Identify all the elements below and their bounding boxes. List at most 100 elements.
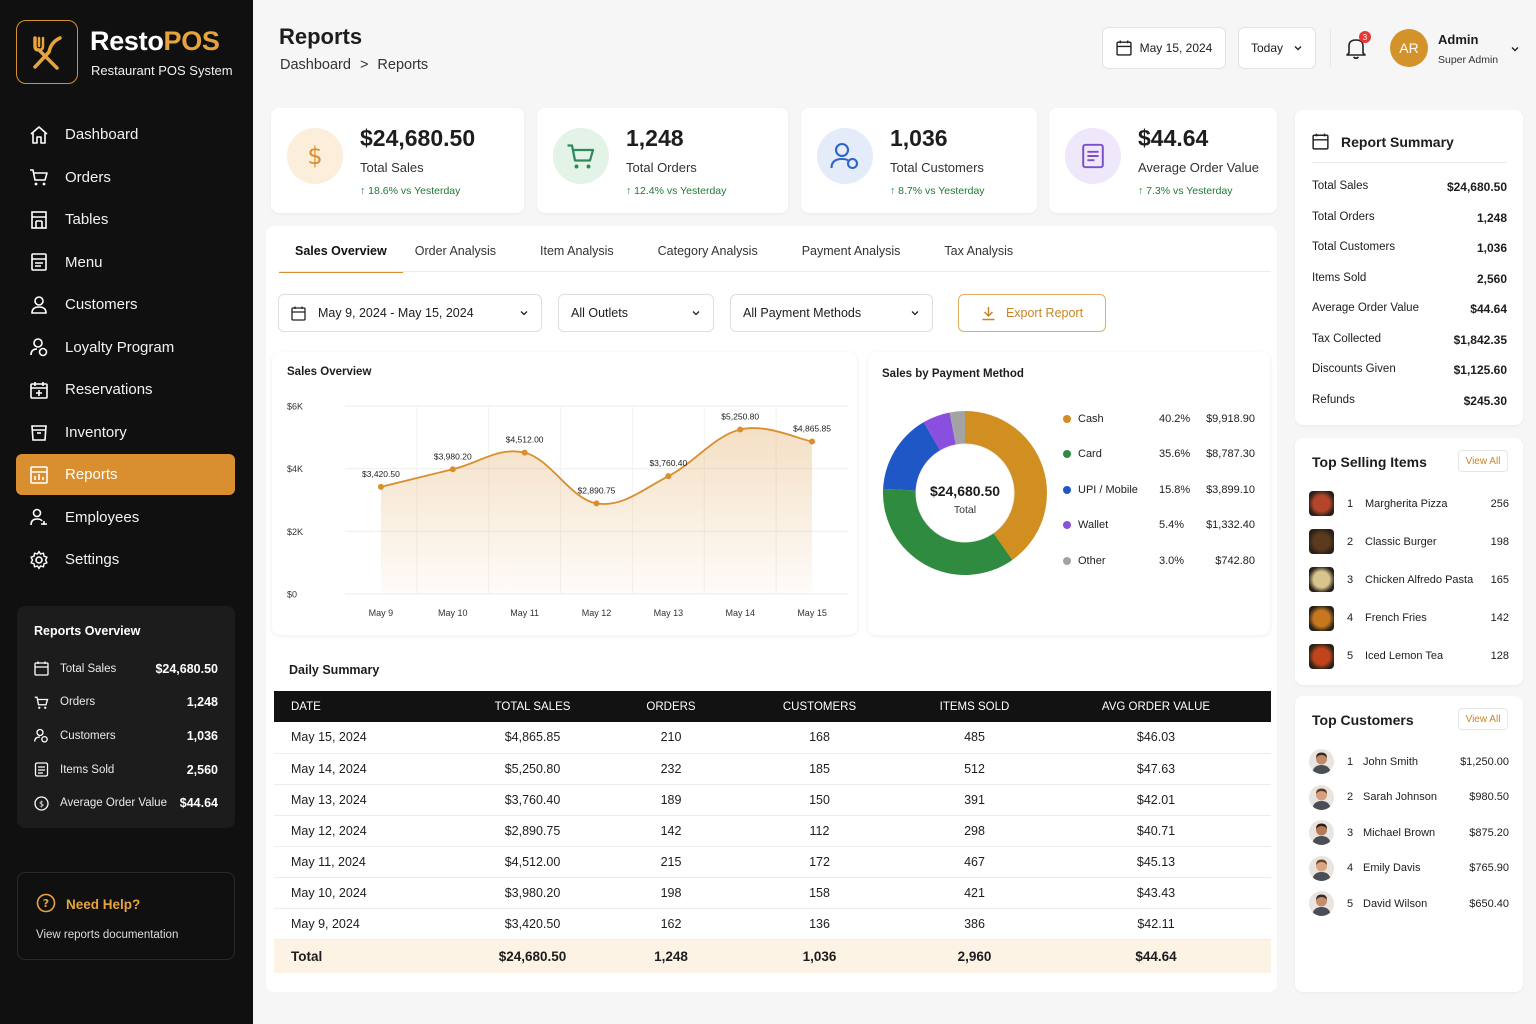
col-customers[interactable]: CUSTOMERS — [731, 691, 908, 722]
sidebar-item-loyalty[interactable]: Loyalty Program — [16, 327, 235, 368]
kpi-value: $44.64 — [1138, 125, 1209, 151]
avatar[interactable]: AR — [1390, 29, 1428, 67]
col-date[interactable]: DATE — [274, 691, 454, 722]
donut-slice[interactable] — [923, 412, 956, 451]
data-label: $3,760.40 — [649, 458, 687, 468]
sidebar-item-dashboard[interactable]: Dashboard — [16, 114, 235, 155]
report-summary-title: Report Summary — [1312, 133, 1454, 150]
top-customer-row[interactable]: 4 Emily Davis $765.90 — [1309, 855, 1509, 881]
top-customer-row[interactable]: 3 Michael Brown $875.20 — [1309, 820, 1509, 845]
sidebar-item-customers[interactable]: Customers — [16, 284, 235, 325]
top-item-row[interactable]: 5 Iced Lemon Tea 128 — [1309, 643, 1509, 669]
donut-slice[interactable] — [883, 422, 941, 491]
help-link[interactable]: View reports documentation — [36, 929, 179, 941]
breadcrumb-dashboard[interactable]: Dashboard — [280, 57, 351, 73]
chevron-down-icon[interactable] — [1510, 44, 1520, 54]
col-total-sales[interactable]: TOTAL SALES — [454, 691, 611, 722]
calendar-plus-icon — [30, 381, 48, 399]
data-point[interactable] — [449, 466, 456, 473]
sidebar-item-reports[interactable]: Reports — [16, 454, 235, 495]
col-items-sold[interactable]: ITEMS SOLD — [908, 691, 1041, 722]
customer-amount: $765.90 — [1469, 862, 1509, 874]
total-cell: $44.64 — [1041, 939, 1271, 973]
item-rank: 2 — [1347, 535, 1354, 548]
tab-order-analysis[interactable]: Order Analysis — [414, 244, 497, 258]
sidebar-item-tables[interactable]: Tables — [16, 199, 235, 240]
export-report-button[interactable]: Export Report — [958, 294, 1106, 332]
calendar-icon — [291, 306, 306, 321]
user-name[interactable]: Admin — [1438, 32, 1479, 47]
svg-text:$: $ — [307, 142, 322, 170]
table-row[interactable]: May 15, 2024 $4,865.85 210 168 485 $46.03 — [274, 722, 1271, 754]
customer-name: Michael Brown — [1363, 826, 1436, 839]
sidebar-item-settings[interactable]: Settings — [16, 539, 235, 580]
table-cell: $3,420.50 — [454, 908, 611, 940]
user-icon — [31, 295, 47, 314]
data-point[interactable] — [593, 500, 600, 507]
menu-book-icon — [31, 253, 47, 271]
summary-value: 1,036 — [1476, 241, 1507, 255]
food-thumbnail — [1309, 491, 1334, 516]
top-customer-row[interactable]: 1 John Smith $1,250.00 — [1309, 749, 1509, 774]
tab-tax-analysis[interactable]: Tax Analysis — [944, 244, 1014, 258]
item-count: 165 — [1490, 573, 1509, 586]
top-item-row[interactable]: 1 Margherita Pizza 256 — [1309, 491, 1509, 516]
col-avg-order-value[interactable]: AVG ORDER VALUE — [1041, 691, 1271, 722]
date-range-select[interactable]: May 9, 2024 - May 15, 2024 — [278, 294, 542, 332]
overview-row-items-sold: Items Sold 2,560 — [34, 753, 218, 787]
tab-sales-overview[interactable]: Sales Overview — [279, 240, 403, 273]
bell-icon[interactable] — [1345, 36, 1367, 60]
summary-value: $24,680.50 — [1446, 180, 1507, 194]
payment-method-select[interactable]: All Payment Methods — [730, 294, 933, 332]
legend-wallet: Wallet 5.4% $1,332.40 — [1063, 519, 1255, 531]
loyalty-icon — [30, 338, 48, 357]
customer-name: Emily Davis — [1363, 862, 1421, 874]
data-point[interactable] — [377, 483, 384, 490]
top-selling-items-title: Top Selling Items — [1312, 454, 1427, 470]
tab-payment-analysis[interactable]: Payment Analysis — [801, 244, 901, 258]
top-items-view-all-button[interactable]: View All — [1458, 450, 1508, 472]
help-card[interactable]: ? Need Help? View reports documentation — [17, 872, 235, 960]
top-item-row[interactable]: 2 Classic Burger 198 — [1309, 529, 1509, 555]
table-row[interactable]: May 9, 2024 $3,420.50 162 136 386 $42.11 — [274, 908, 1271, 940]
legend-upi-mobile: UPI / Mobile 15.8% $3,899.10 — [1063, 484, 1255, 496]
sidebar-nav: Dashboard Orders Tables Menu Customers L… — [16, 114, 235, 582]
summary-row: Refunds $245.30 — [1312, 394, 1507, 408]
outlet-select[interactable]: All Outlets — [558, 294, 714, 332]
top-customer-row[interactable]: 2 Sarah Johnson $980.50 — [1309, 784, 1509, 810]
daily-summary-title: Daily Summary — [289, 663, 380, 677]
data-point[interactable] — [521, 449, 528, 456]
sidebar-item-orders[interactable]: Orders — [16, 157, 235, 198]
table-row[interactable]: May 10, 2024 $3,980.20 198 158 421 $43.43 — [274, 877, 1271, 909]
table-row[interactable]: May 12, 2024 $2,890.75 142 112 298 $40.71 — [274, 815, 1271, 847]
table-cell: 232 — [611, 753, 731, 785]
data-point[interactable] — [809, 438, 816, 445]
donut-slice[interactable] — [949, 411, 965, 445]
range-select[interactable]: Today — [1238, 27, 1316, 69]
table-row[interactable]: May 13, 2024 $3,760.40 189 150 391 $42.01 — [274, 784, 1271, 816]
tab-item-analysis[interactable]: Item Analysis — [540, 244, 614, 258]
data-point[interactable] — [737, 426, 744, 433]
summary-label: Total Sales — [1312, 180, 1369, 192]
top-customers-view-all-button[interactable]: View All — [1458, 708, 1508, 730]
kpi-delta: ↑ 12.4% vs Yesterday — [626, 185, 727, 197]
top-item-row[interactable]: 4 French Fries 142 — [1309, 605, 1509, 631]
home-icon — [30, 125, 48, 144]
sidebar-item-inventory[interactable]: Inventory — [16, 412, 235, 453]
tab-category-analysis[interactable]: Category Analysis — [657, 244, 758, 258]
top-item-row[interactable]: 3 Chicken Alfredo Pasta 165 — [1309, 567, 1509, 593]
sidebar-item-menu[interactable]: Menu — [16, 242, 235, 283]
table-row[interactable]: May 11, 2024 $4,512.00 215 172 467 $45.13 — [274, 846, 1271, 878]
donut-center-value: $24,680.50 — [929, 483, 1001, 499]
table-row[interactable]: May 14, 2024 $5,250.80 232 185 512 $47.63 — [274, 753, 1271, 785]
donut-slice[interactable] — [883, 488, 1013, 575]
chevron-down-icon — [520, 311, 528, 316]
data-point[interactable] — [665, 473, 672, 480]
sidebar-item-employees[interactable]: Employees — [16, 497, 235, 538]
table-cell: 210 — [611, 722, 731, 754]
sidebar-item-reservations[interactable]: Reservations — [16, 369, 235, 410]
table-cell: $42.01 — [1041, 784, 1271, 816]
top-customer-row[interactable]: 5 David Wilson $650.40 — [1309, 891, 1509, 916]
date-picker-button[interactable]: May 15, 2024 — [1102, 27, 1226, 69]
col-orders[interactable]: ORDERS — [611, 691, 731, 722]
